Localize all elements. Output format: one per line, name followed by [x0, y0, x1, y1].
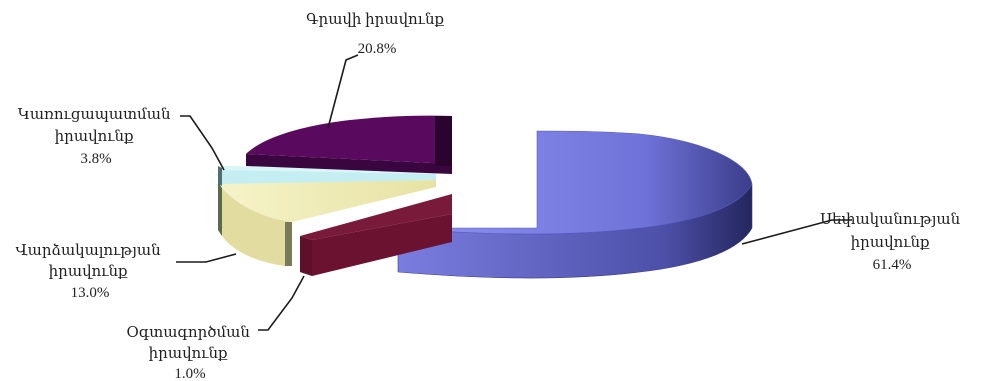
label-development-line1: Կառուցապատման [18, 107, 171, 123]
label-lease-line1: Վարձակալության [16, 243, 162, 259]
label-pledge-value: 20.8% [358, 41, 397, 57]
slice-pledge [246, 115, 452, 174]
label-development-line2: իրավունք [55, 129, 134, 145]
leader-line-lease [176, 253, 237, 263]
label-lease-line2: իրավունք [49, 264, 128, 280]
label-use-line1: Օգտագործման [126, 325, 250, 341]
label-development-value: 3.8% [80, 151, 111, 167]
label-development: Կառուցապատման իրավունք 3.8% [18, 107, 174, 167]
label-ownership-value: 61.4% [873, 257, 912, 273]
label-use-value: 1.0% [174, 366, 205, 381]
label-pledge: Գրավի իրավունք 20.8% [306, 12, 448, 57]
slice-use [300, 194, 452, 276]
label-use: Օգտագործման իրավունք 1.0% [126, 325, 253, 381]
leader-line-development [180, 115, 225, 171]
label-ownership-line1: Սեփականության [820, 212, 960, 228]
leader-line-use [258, 275, 305, 331]
label-ownership-line2: իրավունք [851, 235, 930, 251]
label-use-line2: իրավունք [149, 346, 228, 362]
leader-line-pledge [327, 54, 359, 129]
slice-ownership [397, 130, 753, 279]
label-ownership: Սեփականության իրավունք 61.4% [820, 212, 964, 273]
slice-lease [218, 180, 436, 266]
leader-line-ownership [741, 219, 852, 245]
label-lease: Վարձակալության իրավունք 13.0% [16, 243, 165, 301]
label-lease-value: 13.0% [71, 285, 110, 301]
label-pledge-line1: Գրավի իրավունք [306, 12, 444, 28]
